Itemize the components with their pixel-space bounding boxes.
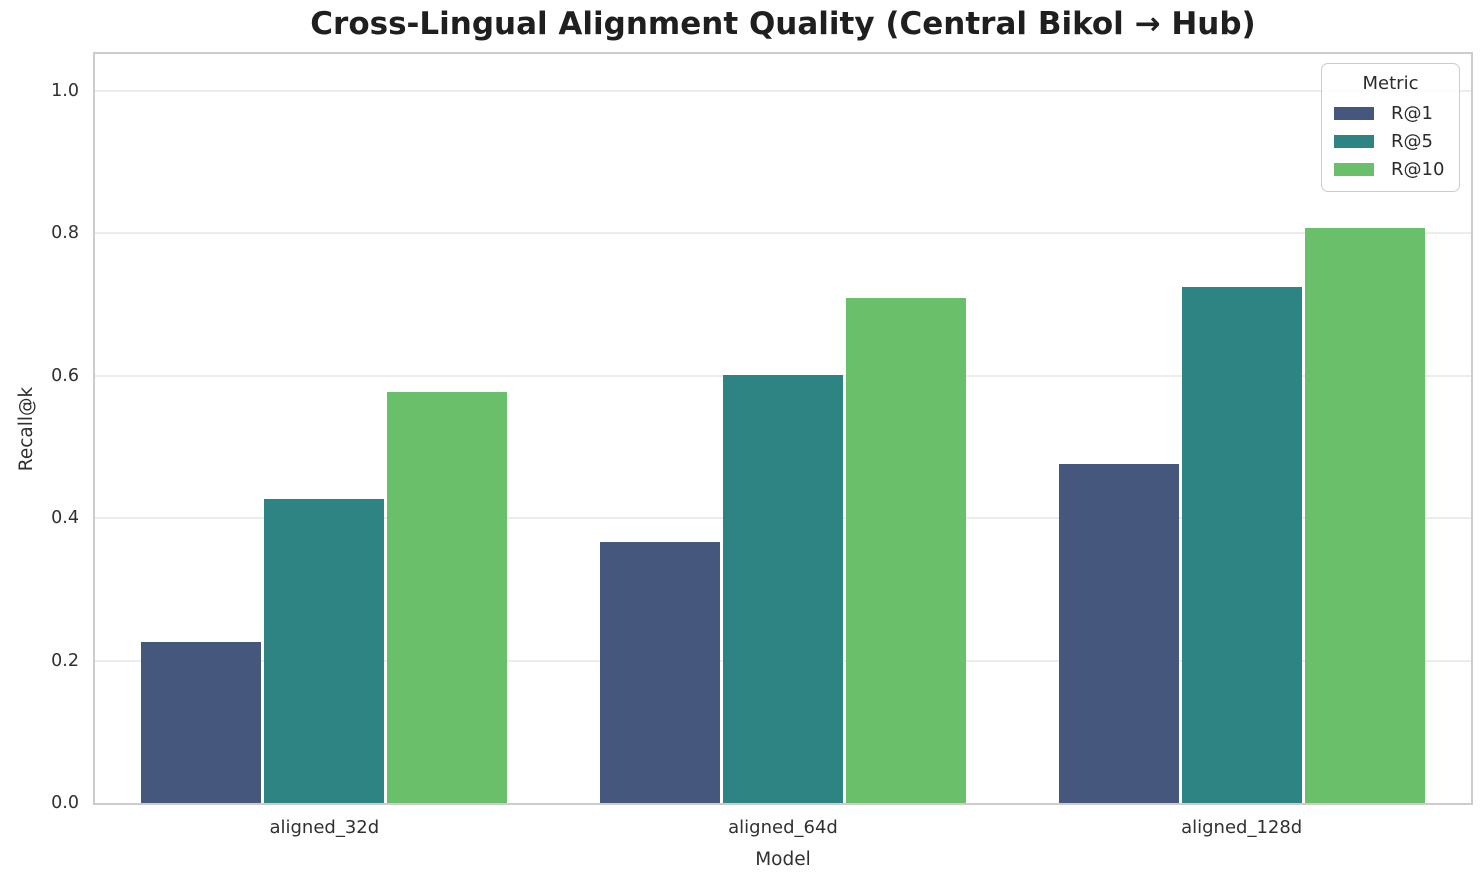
y-tick-label-0.4: 0.4 [51,508,79,529]
legend-entry-R@1: R@1 [1332,99,1449,127]
bar-R@5-aligned_32d [264,499,385,803]
y-tick-label-1.0: 1.0 [51,81,79,102]
legend-label: R@10 [1391,158,1445,180]
legend-swatch-icon [1334,106,1374,120]
gridline-1.0 [95,90,1471,93]
x-axis-label: Model [755,849,811,870]
legend-swatch-icon [1334,134,1374,148]
bar-R@1-aligned_32d [141,642,262,803]
x-tick-label-aligned_64d: aligned_64d [728,817,838,838]
bar-R@1-aligned_128d [1058,464,1179,803]
legend-entries: R@1 R@5 R@10 [1332,99,1449,183]
bar-R@10-aligned_128d [1304,227,1425,803]
bar-R@1-aligned_64d [599,541,720,803]
bar-group-aligned_32d [95,54,554,803]
bar-R@5-aligned_64d [722,375,843,803]
legend: Metric R@1 R@5 R@10 [1321,63,1460,192]
y-axis-label: Recall@k [16,386,37,471]
plot-area: 0.0 0.2 0.4 0.6 0.8 1.0 Recall@k aligned_32d a… [16,52,1473,870]
x-tick-label-aligned_128d: aligned_128d [1181,817,1303,838]
bar-group-aligned_128d [1012,54,1471,803]
gridline-0.8 [95,232,1471,235]
legend-label: R@1 [1391,102,1433,124]
y-tick-label-0.6: 0.6 [51,365,79,386]
legend-entry-R@5: R@5 [1332,127,1449,155]
y-tick-label-0.8: 0.8 [51,223,79,244]
bar-group-aligned_64d [554,54,1013,803]
chart-title: Cross-Lingual Alignment Quality (Central… [310,6,1256,42]
legend-entry-R@10: R@10 [1332,155,1449,183]
y-tick-label-0.0: 0.0 [51,793,79,813]
legend-swatch-icon [1334,162,1374,176]
legend-label: R@5 [1391,130,1433,152]
bar-R@10-aligned_64d [845,298,966,803]
y-tick-label-0.2: 0.2 [51,650,79,671]
bars-layer [95,54,1471,803]
x-tick-label-aligned_32d: aligned_32d [269,817,380,838]
bar-R@5-aligned_128d [1181,286,1302,803]
bar-R@10-aligned_32d [387,392,508,803]
legend-title: Metric [1362,73,1419,94]
